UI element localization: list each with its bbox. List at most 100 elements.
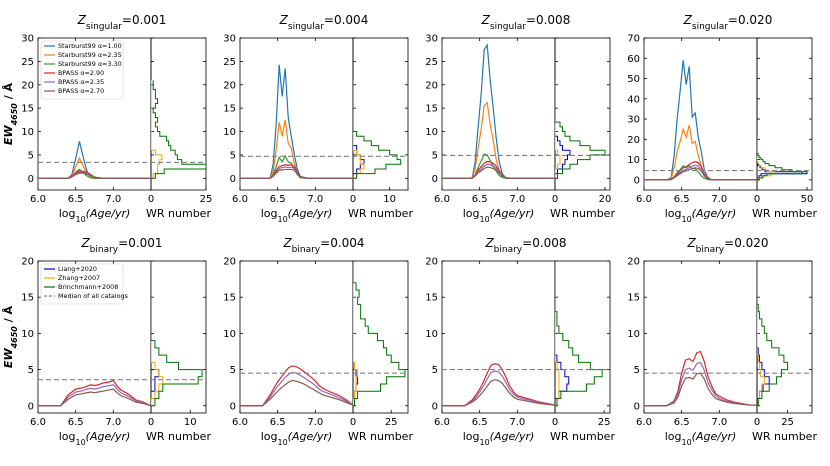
series-line xyxy=(442,101,555,179)
hist-x-tick-label: 0 xyxy=(350,194,356,205)
y-tick-label: 15 xyxy=(223,104,236,115)
legend-box xyxy=(40,40,124,100)
y-tick-label: 25 xyxy=(425,57,438,68)
hist-x-tick-label: 0 xyxy=(552,194,558,205)
histogram-step xyxy=(757,261,770,406)
y-tick-label: 10 xyxy=(425,127,438,138)
y-tick-label: 10 xyxy=(21,127,34,138)
hist-x-axis-label: WR number xyxy=(348,430,413,443)
y-tick-label: 20 xyxy=(21,80,34,91)
x-tick-label: 6.5 xyxy=(68,417,84,428)
x-tick-label: 6.0 xyxy=(232,194,248,205)
histogram-step xyxy=(151,261,160,406)
y-tick-label: 10 xyxy=(21,329,34,340)
y-tick-label: 0 xyxy=(432,401,438,412)
y-tick-label: 30 xyxy=(627,115,640,126)
x-tick-label: 7.0 xyxy=(711,417,727,428)
y-tick-label: 60 xyxy=(627,54,640,65)
hist-x-tick-label: 0 xyxy=(754,417,760,428)
line-axes-frame xyxy=(441,260,556,414)
y-tick-label: 20 xyxy=(223,257,236,268)
histogram-step xyxy=(353,261,406,407)
series-line xyxy=(644,164,757,181)
legend-label: Liang+2020 xyxy=(58,265,97,273)
hist-x-tick-label: 0 xyxy=(148,417,154,428)
y-tick-label: 5 xyxy=(634,365,640,376)
histogram-step xyxy=(757,137,776,181)
x-tick-label: 6.0 xyxy=(30,194,46,205)
histogram-step xyxy=(555,261,603,407)
x-tick-label: 7.0 xyxy=(307,417,323,428)
y-tick-label: 15 xyxy=(627,293,640,304)
y-tick-label: 0 xyxy=(28,174,34,185)
histogram-step xyxy=(353,261,359,406)
histogram-step xyxy=(555,80,561,179)
y-tick-label: 5 xyxy=(432,365,438,376)
x-axis-label: log10(Age/yr) xyxy=(665,430,737,447)
y-tick-label: 20 xyxy=(223,80,236,91)
panel-binary-0.001: Zbinary=0.001 0 5 10 15 20 6.0 6.5 7.0 0 10 log10(A… xyxy=(2,236,211,447)
series-line xyxy=(442,379,555,407)
y-axis-label: EW4650 / Å xyxy=(2,82,19,145)
panel-binary-0.004: Zbinary=0.004 0 5 10 15 20 6.0 6.5 7.0 0 25 log10(A… xyxy=(223,236,413,447)
x-axis-label: log10(Age/yr) xyxy=(463,430,535,447)
hist-x-tick-label: 25 xyxy=(385,417,398,428)
x-tick-label: 7.0 xyxy=(307,194,323,205)
hist-x-tick-label: 10 xyxy=(184,417,197,428)
hist-x-tick-label: 0 xyxy=(552,417,558,428)
panel-title: Zbinary=0.020 xyxy=(686,236,768,255)
panel-singular-0.008: Zsingular=0.008 0 5 10 15 20 25 30 6.0 6.5 7.0 0 20 l… xyxy=(425,13,615,224)
series-line xyxy=(38,384,151,407)
y-tick-label: 15 xyxy=(21,293,34,304)
x-tick-label: 6.5 xyxy=(472,417,488,428)
x-tick-label: 6.5 xyxy=(270,417,286,428)
line-axes-frame xyxy=(643,260,758,414)
hist-x-axis-label: WR number xyxy=(550,207,615,220)
hist-x-tick-label: 25 xyxy=(200,194,213,205)
line-axes-frame xyxy=(643,37,758,191)
hist-x-tick-label: 20 xyxy=(599,194,612,205)
x-axis-label: log10(Age/yr) xyxy=(59,207,131,224)
y-tick-label: 30 xyxy=(21,34,34,45)
series-line xyxy=(240,365,353,407)
y-tick-label: 15 xyxy=(21,104,34,115)
y-tick-label: 0 xyxy=(634,401,640,412)
y-tick-label: 20 xyxy=(21,257,34,268)
legend-label: BPASS α=2.35 xyxy=(58,78,104,86)
x-axis-label: log10(Age/yr) xyxy=(261,207,333,224)
x-tick-label: 6.0 xyxy=(636,194,652,205)
y-tick-label: 40 xyxy=(627,94,640,105)
hist-x-axis-label: WR number xyxy=(146,430,211,443)
histogram-step xyxy=(757,261,765,407)
panel-singular-0.001: Zsingular=0.001 0 5 10 15 20 25 30 6.0 6.5 7.0 0 25 l… xyxy=(2,13,212,224)
y-tick-label: 10 xyxy=(425,329,438,340)
y-tick-label: 10 xyxy=(627,329,640,340)
y-tick-label: 15 xyxy=(223,293,236,304)
series-line xyxy=(38,379,151,407)
series-line xyxy=(240,64,353,179)
histogram-step xyxy=(555,80,606,179)
y-tick-label: 20 xyxy=(627,135,640,146)
x-tick-label: 7.0 xyxy=(105,194,121,205)
hist-axes-frame xyxy=(554,37,611,191)
y-tick-label: 5 xyxy=(432,150,438,161)
x-tick-label: 7.0 xyxy=(711,194,727,205)
histogram-step xyxy=(555,80,571,179)
legend-label: Starburst99 α=3.30 xyxy=(58,60,122,68)
series-line xyxy=(442,43,555,179)
y-axis-label: EW4650 / Å xyxy=(2,305,19,368)
panel-title: Zbinary=0.001 xyxy=(80,236,162,255)
hist-x-axis-label: WR number xyxy=(752,207,817,220)
legend-box xyxy=(40,263,124,305)
histogram-step xyxy=(353,80,365,179)
y-tick-label: 5 xyxy=(230,365,236,376)
series-line xyxy=(38,172,151,179)
panel-title: Zsingular=0.004 xyxy=(279,13,369,32)
series-line xyxy=(442,370,555,407)
y-tick-label: 25 xyxy=(21,57,34,68)
y-tick-label: 20 xyxy=(425,257,438,268)
series-line xyxy=(38,388,151,407)
series-line xyxy=(240,168,353,179)
x-tick-label: 6.5 xyxy=(674,417,690,428)
hist-x-tick-label: 0 xyxy=(148,194,154,205)
